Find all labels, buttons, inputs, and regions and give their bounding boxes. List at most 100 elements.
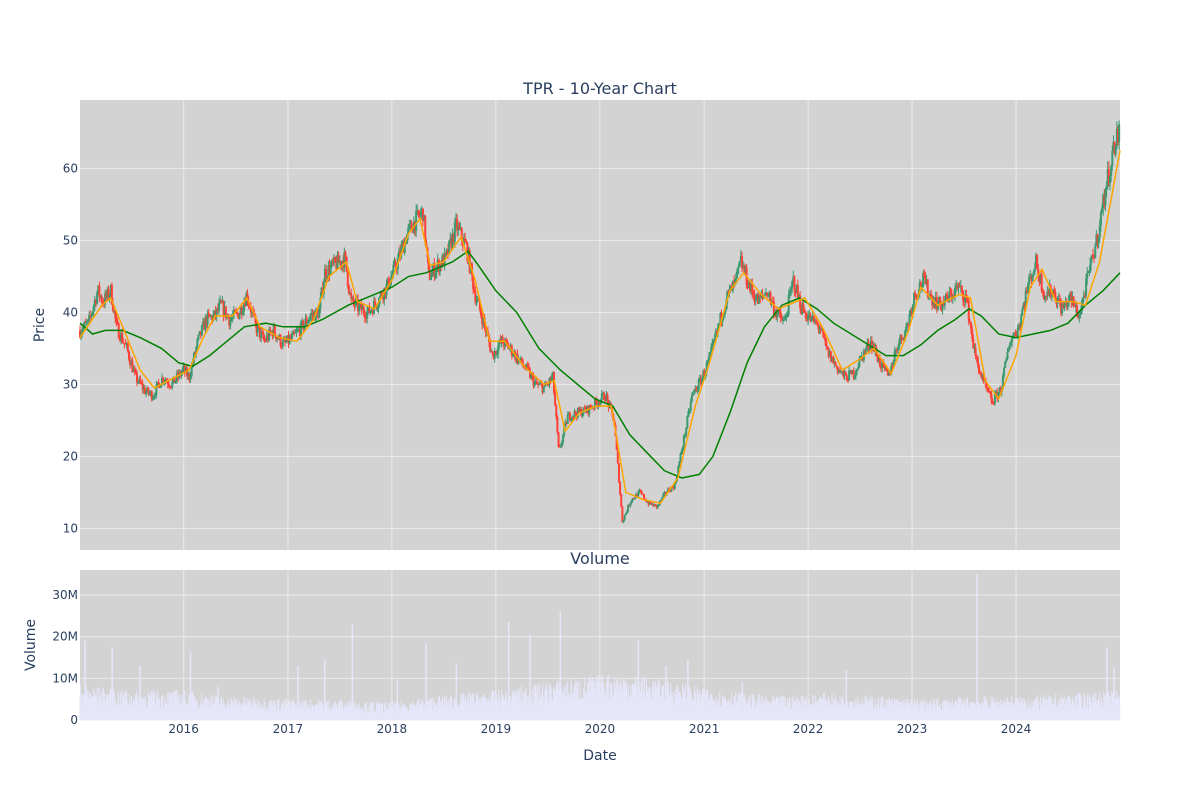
volume-bar bbox=[309, 708, 311, 720]
volume-bar bbox=[969, 703, 971, 720]
candle-body bbox=[401, 242, 404, 247]
candle-body bbox=[565, 422, 568, 424]
candle-body bbox=[957, 285, 960, 288]
candle-body bbox=[783, 319, 786, 321]
volume-bar bbox=[623, 685, 625, 720]
volume-bar bbox=[219, 703, 221, 720]
volume-bar bbox=[135, 700, 137, 720]
volume-bar bbox=[1039, 709, 1041, 720]
candle-body bbox=[907, 323, 910, 325]
candle-body bbox=[322, 282, 325, 294]
candle-body bbox=[1026, 284, 1029, 292]
candle-body bbox=[784, 317, 787, 320]
volume-bar bbox=[1081, 699, 1083, 720]
volume-bar bbox=[573, 689, 575, 720]
volume-bar bbox=[774, 701, 776, 720]
volume-bar bbox=[361, 709, 363, 720]
candle-body bbox=[1106, 169, 1109, 186]
volume-bar bbox=[154, 690, 156, 720]
volume-bar bbox=[386, 711, 388, 720]
volume-bar bbox=[996, 708, 998, 720]
volume-bar bbox=[773, 704, 775, 720]
volume-bar bbox=[288, 700, 290, 720]
volume-bar bbox=[1014, 698, 1016, 720]
volume-bar bbox=[853, 708, 855, 720]
candle-body bbox=[991, 401, 994, 404]
volume-bar bbox=[806, 707, 808, 720]
volume-bar bbox=[994, 702, 996, 720]
candle-body bbox=[583, 407, 586, 409]
volume-bar bbox=[90, 693, 92, 720]
candle-body bbox=[338, 260, 341, 263]
volume-bar bbox=[117, 702, 119, 720]
volume-bar bbox=[200, 693, 202, 720]
volume-bar bbox=[248, 700, 250, 720]
volume-bar bbox=[343, 707, 345, 720]
volume-bar bbox=[1079, 692, 1081, 720]
volume-bar bbox=[358, 702, 360, 720]
volume-bar bbox=[935, 710, 937, 720]
volume-bar bbox=[90, 697, 92, 720]
volume-bar bbox=[544, 690, 546, 720]
volume-bar bbox=[114, 702, 116, 720]
volume-bar bbox=[453, 707, 455, 720]
candle-body bbox=[831, 356, 834, 362]
volume-bar bbox=[912, 704, 914, 720]
volume-bar bbox=[472, 694, 474, 720]
candle-body bbox=[705, 362, 708, 373]
candle-body bbox=[849, 370, 852, 372]
volume-bar bbox=[1033, 701, 1035, 720]
volume-bar bbox=[159, 699, 161, 720]
volume-bar bbox=[465, 700, 467, 720]
volume-bar bbox=[565, 684, 567, 720]
volume-bar bbox=[215, 695, 217, 720]
volume-bar bbox=[1056, 706, 1058, 720]
volume-bar bbox=[114, 693, 116, 720]
candle-body bbox=[498, 339, 501, 346]
volume-bar bbox=[394, 702, 396, 720]
candle-body bbox=[698, 378, 701, 380]
volume-bar bbox=[83, 694, 85, 720]
volume-bar bbox=[227, 702, 229, 720]
volume-bar bbox=[915, 705, 917, 720]
volume-bar bbox=[905, 706, 907, 720]
volume-bar bbox=[1087, 693, 1089, 720]
volume-bar bbox=[239, 702, 241, 720]
volume-bar bbox=[1055, 702, 1057, 720]
candle-body bbox=[309, 315, 312, 320]
candle-body bbox=[654, 504, 657, 506]
volume-bar bbox=[158, 704, 160, 720]
volume-bar bbox=[907, 703, 909, 720]
volume-spike-bar bbox=[396, 680, 399, 720]
candle-body bbox=[682, 435, 685, 448]
candle-body bbox=[1091, 255, 1094, 258]
volume-bar bbox=[537, 700, 539, 720]
volume-bar bbox=[957, 697, 959, 720]
candle-body bbox=[284, 339, 287, 342]
candle-body bbox=[620, 494, 623, 507]
volume-bar bbox=[885, 710, 887, 720]
volume-bar bbox=[174, 690, 176, 720]
volume-bar bbox=[545, 689, 547, 720]
volume-bar bbox=[415, 706, 417, 720]
volume-bar bbox=[1105, 703, 1107, 720]
volume-bar bbox=[551, 700, 553, 720]
candle-body bbox=[187, 373, 190, 377]
volume-bar bbox=[1015, 702, 1017, 720]
volume-bar bbox=[188, 697, 190, 720]
candle-body bbox=[239, 307, 242, 315]
candle-body bbox=[913, 293, 916, 305]
volume-bar bbox=[870, 695, 872, 720]
volume-bar bbox=[865, 696, 867, 720]
candle-body bbox=[838, 369, 841, 372]
volume-bar bbox=[1118, 697, 1120, 720]
volume-bar bbox=[664, 698, 666, 720]
volume-bar bbox=[878, 708, 880, 720]
volume-bar bbox=[471, 697, 473, 720]
volume-bar bbox=[580, 699, 582, 720]
candle-body bbox=[709, 352, 712, 357]
candle-body bbox=[182, 365, 185, 370]
volume-bar bbox=[998, 701, 1000, 720]
candle-body bbox=[106, 289, 109, 298]
candle-body bbox=[1006, 351, 1009, 359]
